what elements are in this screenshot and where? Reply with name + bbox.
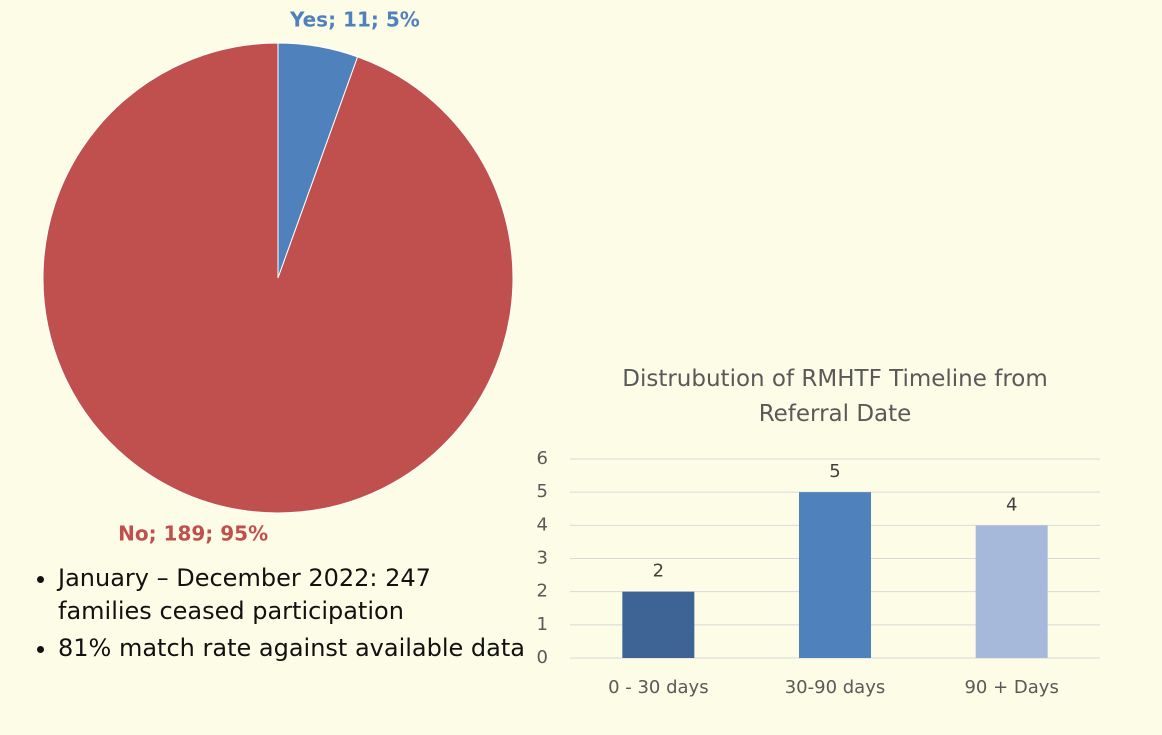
y-tick-label: 1: [537, 614, 548, 635]
y-tick-label: 6: [537, 448, 548, 469]
y-tick-label: 0: [537, 647, 548, 668]
y-tick-label: 4: [537, 514, 548, 535]
x-tick-label: 0 - 30 days: [608, 677, 709, 698]
pie-label: No; 189; 95%: [118, 522, 268, 546]
bar: [799, 492, 871, 658]
bullet-list: January – December 2022: 247 families ce…: [20, 562, 528, 669]
bullet: January – December 2022: 247 families ce…: [58, 562, 528, 628]
x-tick-label: 90 + Days: [964, 677, 1058, 698]
bar: [622, 591, 695, 658]
y-tick-label: 5: [537, 481, 548, 502]
pie-label: Yes; 11; 5%: [289, 7, 420, 31]
data-label: 5: [829, 461, 840, 482]
x-tick-label: 30-90 days: [785, 677, 886, 698]
y-tick-label: 2: [537, 581, 548, 602]
bullet: 81% match rate against available data: [58, 632, 528, 665]
bar: [975, 525, 1048, 658]
data-label: 2: [653, 561, 664, 582]
bar-chart-title: Distrubution of RMHTF Timeline from Refe…: [622, 366, 1048, 427]
pie-slice: [42, 42, 514, 514]
data-label: 4: [1006, 494, 1017, 515]
y-tick-label: 3: [537, 548, 548, 569]
